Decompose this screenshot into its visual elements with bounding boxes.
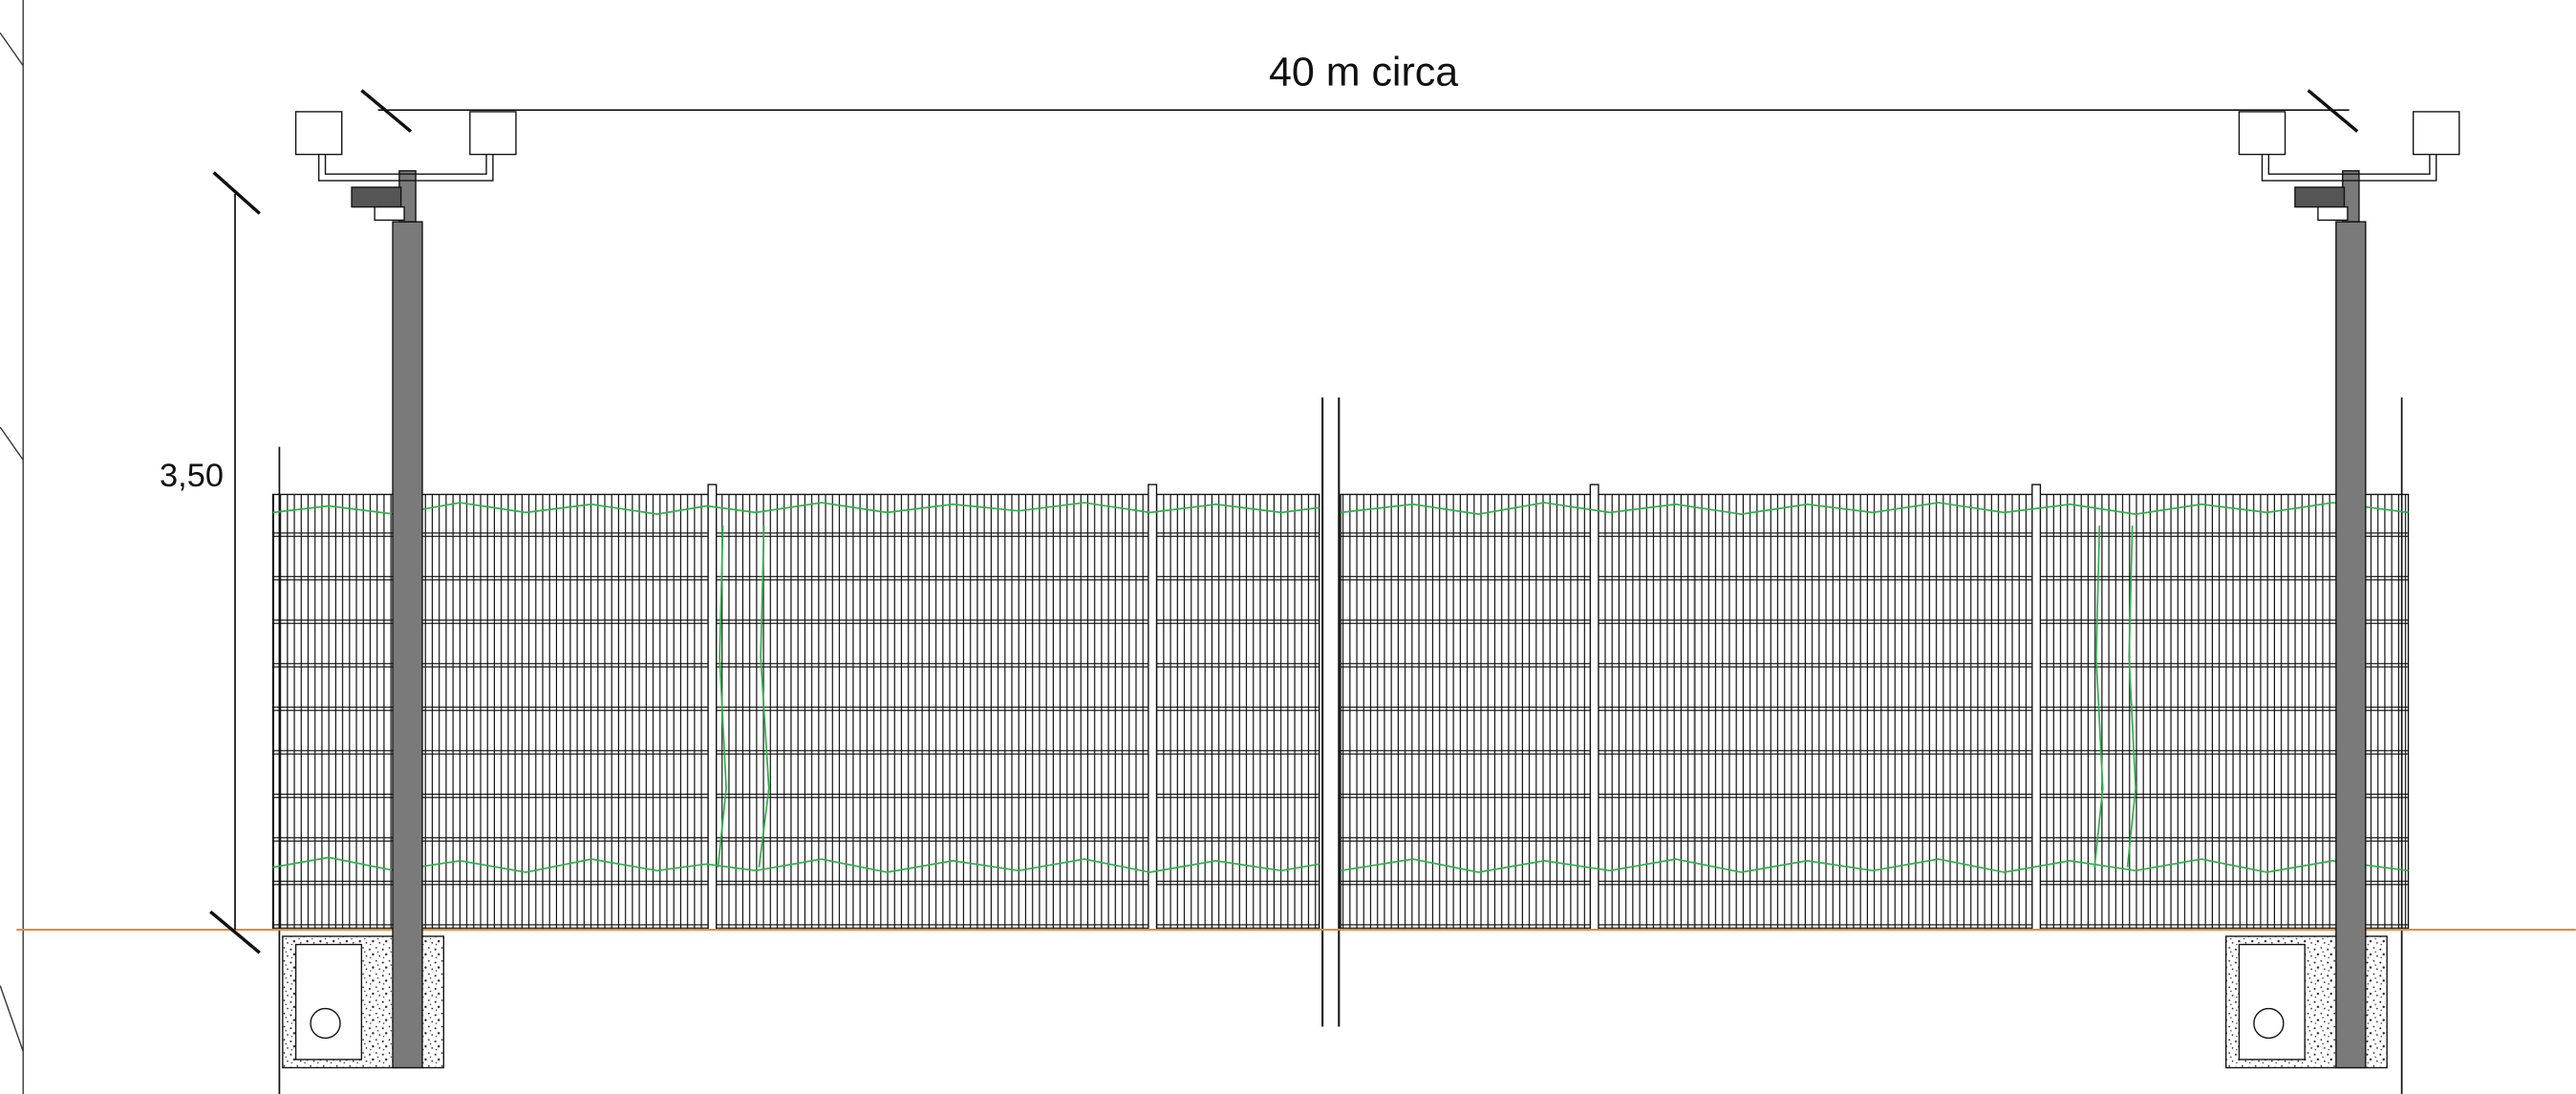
width-label: 40 m circa — [1269, 49, 1458, 95]
pole — [392, 170, 2367, 1069]
foundation — [282, 935, 2388, 1069]
height-label: 3,50 — [160, 458, 224, 494]
border-lines — [0, 0, 24, 1094]
lights — [294, 111, 2460, 222]
vegetation — [272, 502, 2409, 873]
dimension-lines — [209, 89, 2359, 955]
fence — [271, 397, 2410, 1094]
